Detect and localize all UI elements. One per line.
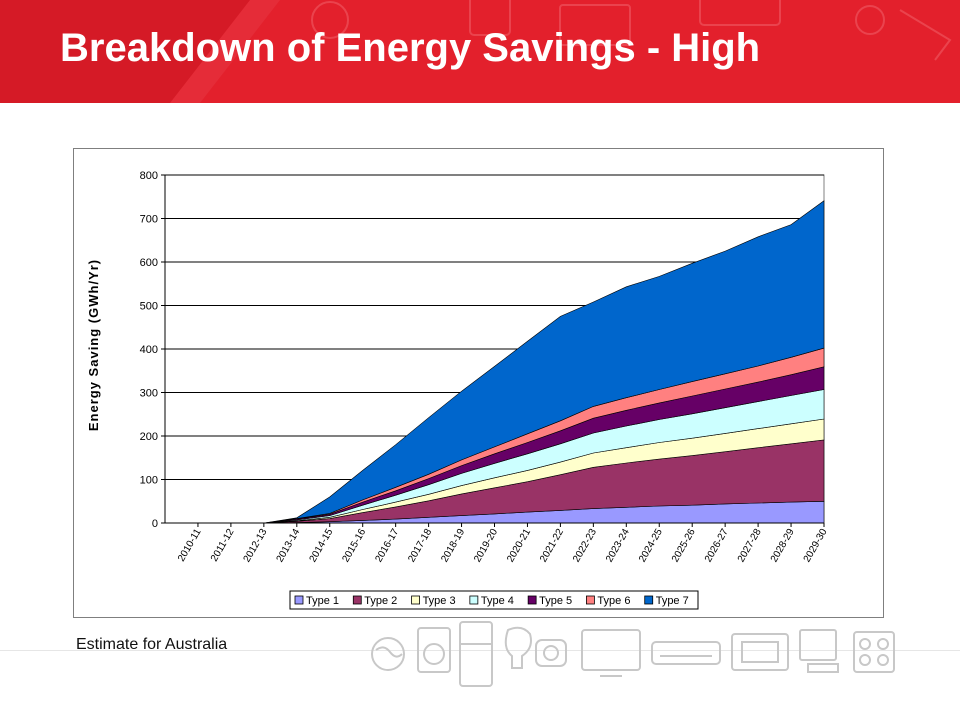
legend-label: Type 3 — [423, 595, 456, 607]
y-tick-label: 500 — [140, 301, 158, 313]
appliance-icons-strip — [371, 621, 895, 687]
television-icon — [581, 629, 641, 677]
legend-label: Type 1 — [306, 595, 339, 607]
footnote: Estimate for Australia — [76, 636, 228, 653]
air-conditioner-icon — [651, 641, 721, 665]
legend-swatch — [527, 595, 537, 605]
y-tick-label: 400 — [140, 344, 158, 356]
x-tick-label: 2020-21 — [505, 527, 533, 565]
x-tick-label: 2021-22 — [538, 527, 566, 565]
dial-outline-icon — [855, 5, 885, 35]
legend-swatch — [644, 595, 654, 605]
cooktop-icon — [853, 631, 895, 673]
x-tick-label: 2019-20 — [472, 527, 500, 565]
legend-label: Type 2 — [364, 595, 397, 607]
header-decoration — [0, 0, 952, 103]
x-tick-label: 2026-27 — [703, 527, 731, 565]
heater-icon — [731, 633, 789, 671]
y-tick-label: 600 — [140, 257, 158, 269]
tv-outline-icon — [559, 4, 631, 46]
y-tick-label: 100 — [140, 475, 158, 487]
legend-swatch — [586, 595, 595, 605]
x-tick-label: 2018-19 — [439, 527, 467, 565]
x-tick-label: 2029-30 — [802, 527, 830, 565]
y-tick-label: 700 — [140, 214, 158, 226]
light-bulb-icon — [504, 626, 532, 669]
x-tick-label: 2013-14 — [275, 527, 303, 565]
legend-box — [289, 590, 699, 610]
motor-icon — [535, 639, 567, 667]
slide-title: Breakdown of Energy Savings - High — [60, 26, 761, 70]
legend-label: Type 7 — [656, 595, 689, 607]
x-tick-label: 2016-17 — [373, 527, 401, 565]
legend-label: Type 5 — [539, 595, 572, 607]
computer-icon — [799, 629, 839, 673]
chart-legend: Type 1 Type 2 Type 3 Type 4 Type 5 Type 6 Type… — [289, 590, 699, 610]
area-series-7 — [198, 200, 825, 524]
title-banner: Breakdown of Energy Savings - High — [0, 0, 960, 103]
x-tick-label: 2012-13 — [242, 527, 270, 565]
globe-outline-icon — [311, 1, 349, 39]
y-axis-label: Energy Saving (GWh/Yr) — [86, 259, 101, 431]
fridge-outline-icon — [469, 0, 511, 36]
x-tick-label: 2024-25 — [637, 527, 665, 565]
y-tick-label: 200 — [140, 431, 158, 443]
washing-machine-icon — [417, 627, 451, 673]
legend-swatch — [352, 595, 362, 605]
x-tick-label: 2025-26 — [670, 527, 698, 565]
x-tick-label: 2011-12 — [209, 527, 237, 564]
x-tick-label: 2022-23 — [571, 527, 599, 565]
legend-label: Type 6 — [597, 595, 630, 607]
x-tick-label: 2017-18 — [406, 527, 434, 565]
y-tick-label: 800 — [140, 170, 158, 182]
stacked-area-chart: 0 100 200 300 400 500 600 700 800 2010-11 2011-12 2… — [73, 148, 884, 618]
y-tick-label: 0 — [152, 518, 158, 530]
x-tick-label: 2023-24 — [604, 527, 632, 565]
legend-swatch — [469, 595, 479, 605]
globe-icon — [371, 637, 405, 671]
y-tick-label: 300 — [140, 388, 158, 400]
x-tick-label: 2028-29 — [769, 527, 797, 565]
fridge-icon — [459, 621, 493, 687]
legend-swatch — [294, 595, 304, 605]
heater-outline-icon — [699, 0, 781, 26]
x-tick-label: 2027-28 — [736, 527, 764, 565]
legend-swatch — [411, 595, 420, 605]
footer-divider — [0, 650, 960, 651]
legend-label: Type 4 — [481, 595, 514, 607]
x-tick-label: 2010-11 — [176, 527, 204, 564]
x-tick-label: 2015-16 — [340, 527, 368, 565]
x-tick-label: 2014-15 — [308, 527, 336, 565]
